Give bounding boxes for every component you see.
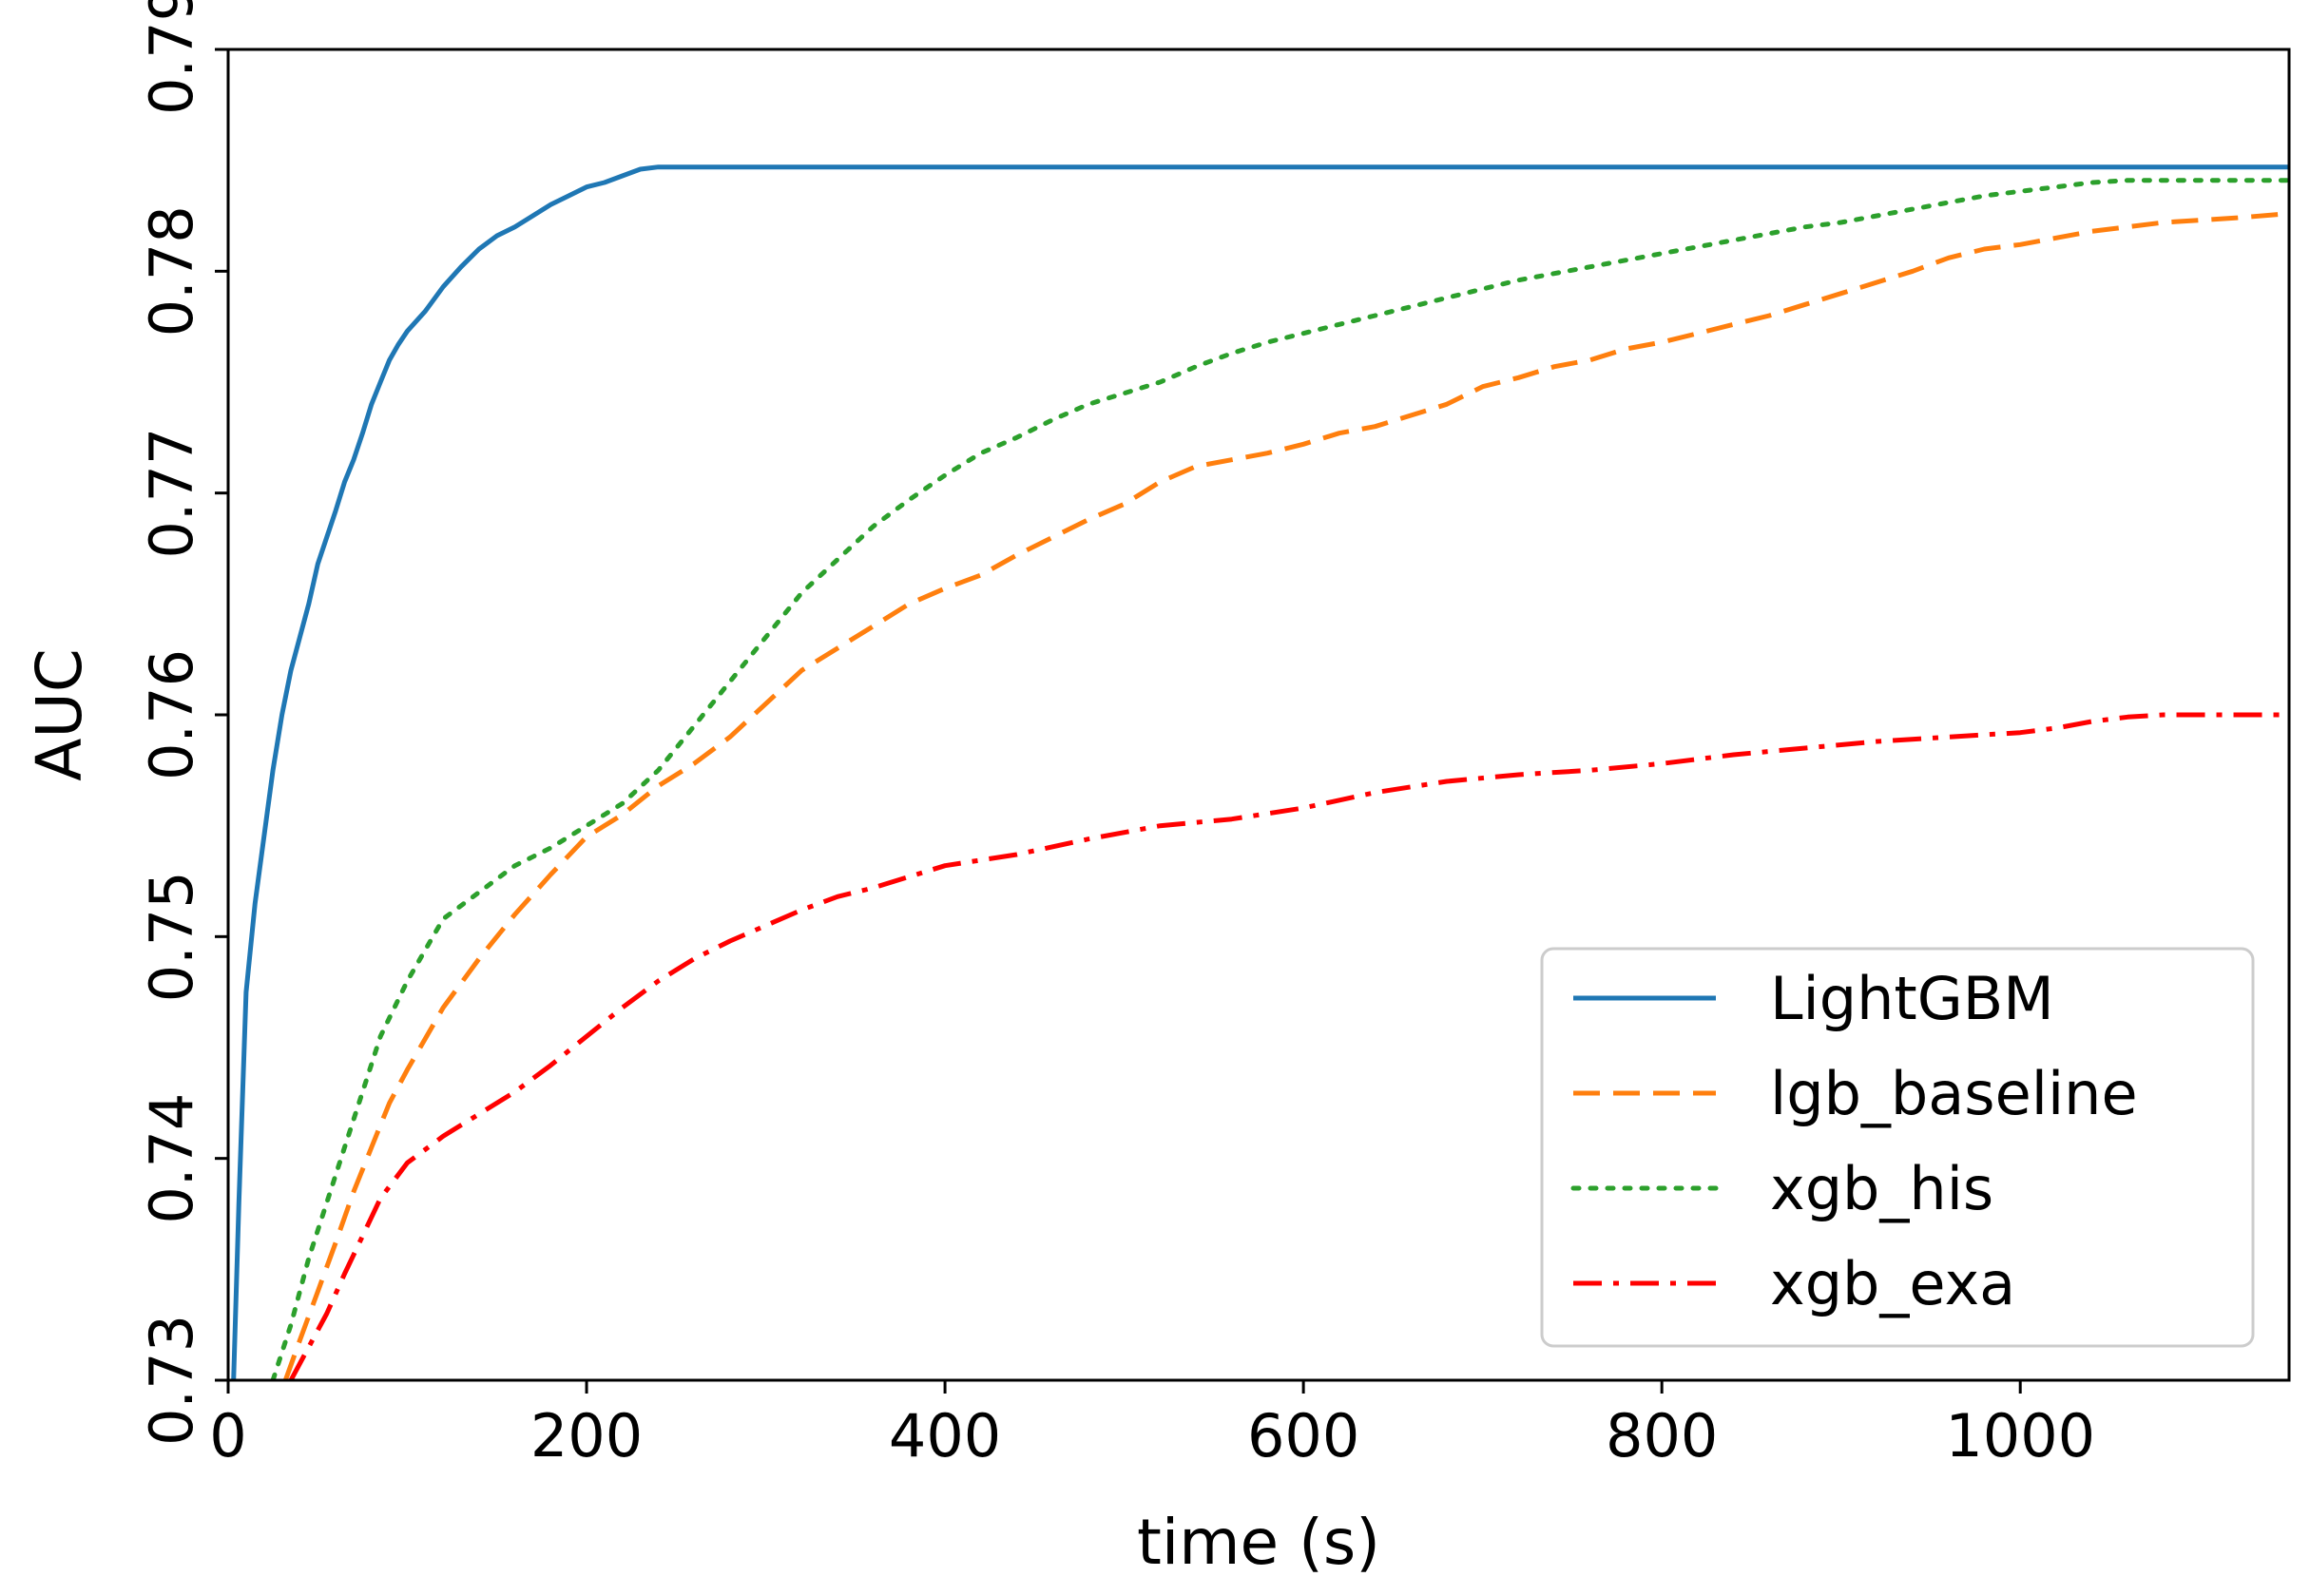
y-tick-label: 0.79 <box>137 0 206 115</box>
legend-label-lgb-baseline: lgb_baseline <box>1770 1059 2138 1128</box>
series-line-xgb-exa <box>288 712 2289 1380</box>
legend-label-lightgbm: LightGBM <box>1770 964 2054 1033</box>
y-tick-label: 0.73 <box>137 1315 206 1446</box>
y-tick-label: 0.78 <box>137 205 206 337</box>
y-axis-ticks: 0.73 0.74 0.75 0.76 0.77 0.78 0.79 <box>137 0 228 1446</box>
legend-label-xgb-his: xgb_his <box>1770 1154 1993 1223</box>
legend-box <box>1540 947 2255 1348</box>
series-line-lgb-baseline <box>282 211 2289 1380</box>
x-tick-label: 800 <box>1606 1401 1718 1471</box>
x-tick-label: 200 <box>530 1401 643 1471</box>
y-tick-label: 0.75 <box>137 871 206 1002</box>
y-tick-label: 0.77 <box>137 428 206 559</box>
x-tick-label: 600 <box>1247 1401 1359 1471</box>
y-axis-title: AUC <box>23 648 96 781</box>
x-tick-label: 400 <box>889 1401 1001 1471</box>
series-layer <box>231 164 2289 1380</box>
x-axis-ticks: 0 200 400 600 800 1000 <box>209 1380 2095 1471</box>
legend-label-xgb-exa: xgb_exa <box>1770 1249 2015 1318</box>
series-line-lightgbm <box>231 164 2289 1380</box>
y-tick-label: 0.76 <box>137 649 206 780</box>
x-axis-title: time (s) <box>1137 1506 1380 1579</box>
x-tick-label: 1000 <box>1945 1401 2095 1471</box>
x-tick-label: 0 <box>209 1401 246 1471</box>
legend: LightGBM lgb_baseline xgb_his xgb_exa <box>1540 947 2255 1348</box>
y-tick-label: 0.74 <box>137 1093 206 1224</box>
